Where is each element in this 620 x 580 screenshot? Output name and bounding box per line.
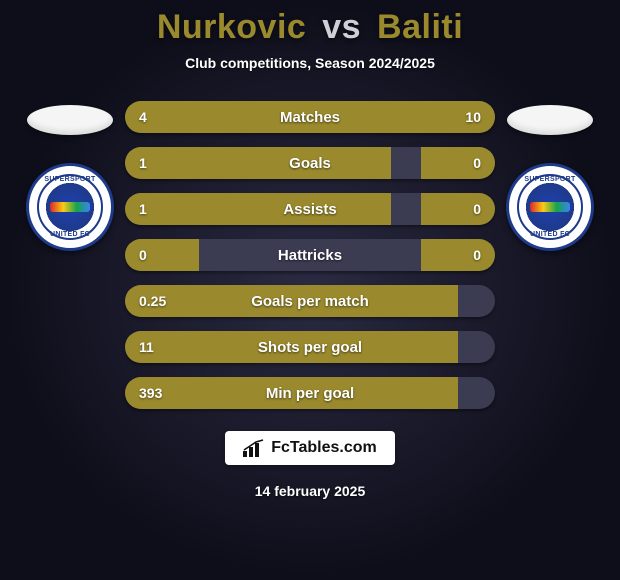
stat-row: 1 0 Assists	[125, 193, 495, 225]
attribution-text: FcTables.com	[271, 439, 377, 457]
club-badge-bottom-text: UNITED FC	[509, 231, 591, 238]
stat-label: Goals	[289, 155, 331, 172]
club-badge-top-text: SUPERSPORT	[509, 176, 591, 183]
stat-value-left: 393	[125, 377, 176, 409]
player1-flag	[27, 105, 113, 135]
player2-club-badge: SUPERSPORT UNITED FC	[506, 163, 594, 251]
player1-name: Nurkovic	[157, 8, 307, 46]
player2-flag	[507, 105, 593, 135]
stat-value-right: 0	[459, 193, 495, 225]
stat-value-left: 11	[125, 331, 168, 363]
right-side-col: SUPERSPORT UNITED FC	[495, 101, 605, 251]
stats-column: 410Matches10Goals10Assists00Hattricks0.2…	[125, 101, 495, 409]
stat-label: Goals per match	[251, 293, 369, 310]
stat-label: Assists	[283, 201, 336, 218]
subtitle: Club competitions, Season 2024/2025	[185, 55, 435, 71]
title-vs: vs	[322, 8, 361, 46]
comparison-title: Nurkovic vs Baliti	[157, 8, 463, 47]
left-side-col: SUPERSPORT UNITED FC	[15, 101, 125, 251]
stat-row: 0.25 Goals per match	[125, 285, 495, 317]
attribution-badge: FcTables.com	[225, 431, 395, 465]
stat-row: 11 Shots per goal	[125, 331, 495, 363]
stat-label: Matches	[280, 109, 340, 126]
date-text: 14 february 2025	[255, 483, 366, 499]
stat-value-left: 4	[125, 101, 161, 133]
main-row: SUPERSPORT UNITED FC 410Matches10Goals10…	[0, 101, 620, 409]
stat-value-left: 0	[125, 239, 161, 271]
stat-label: Min per goal	[266, 385, 354, 402]
stat-value-left: 0.25	[125, 285, 180, 317]
attribution-chart-icon	[243, 439, 265, 457]
stat-bar-left	[125, 193, 391, 225]
stat-row: 4 10 Matches	[125, 101, 495, 133]
stat-value-left: 1	[125, 193, 161, 225]
player1-club-badge: SUPERSPORT UNITED FC	[26, 163, 114, 251]
stat-value-left: 1	[125, 147, 161, 179]
stat-label: Shots per goal	[258, 339, 362, 356]
player2-name: Baliti	[377, 8, 463, 46]
stat-label: Hattricks	[278, 247, 342, 264]
club-badge-bottom-text: UNITED FC	[29, 231, 111, 238]
stat-row: 0 0 Hattricks	[125, 239, 495, 271]
stat-value-right: 0	[459, 147, 495, 179]
club-badge-top-text: SUPERSPORT	[29, 176, 111, 183]
stat-value-right: 0	[459, 239, 495, 271]
stat-bar-left	[125, 147, 391, 179]
stat-row: 1 0 Goals	[125, 147, 495, 179]
stat-row: 393 Min per goal	[125, 377, 495, 409]
stat-value-right: 10	[451, 101, 495, 133]
